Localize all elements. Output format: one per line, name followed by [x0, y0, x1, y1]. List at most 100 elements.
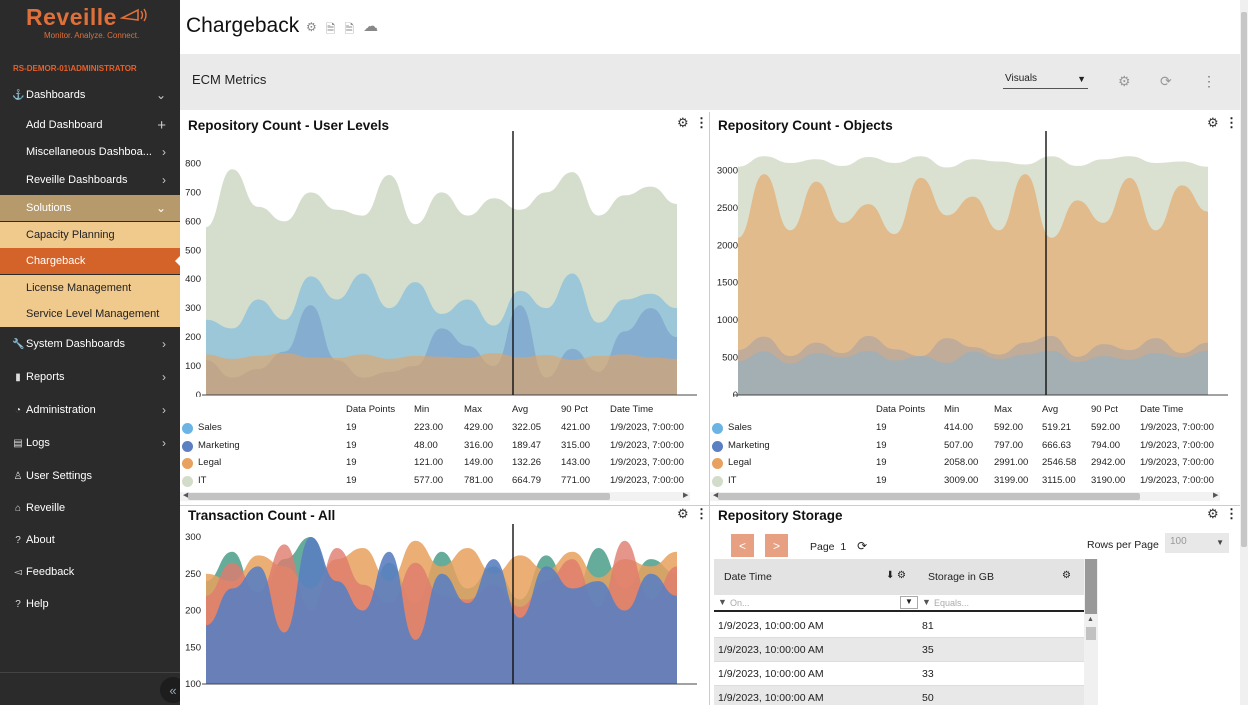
sidebar-item-label: Service Level Management	[26, 308, 160, 320]
gear-icon[interactable]: ⚙	[1207, 506, 1219, 521]
cell-storage: 50	[922, 692, 934, 704]
legend-value: 2546.58	[1042, 457, 1077, 469]
sidebar-item-dashboards[interactable]: ⚓ Dashboards ⌄	[0, 82, 180, 108]
legend-row[interactable]: Sales 19 414.00 592.00 519.21 592.00 1/9/2023,…	[710, 422, 1238, 438]
y-tick-label: 700	[185, 187, 201, 198]
visuals-dropdown[interactable]: Visuals ▼	[1003, 73, 1088, 89]
more-vertical-icon[interactable]: ⋮	[1202, 73, 1216, 89]
horizontal-scrollbar[interactable]: ◀ ▶	[710, 492, 1220, 501]
sidebar-item-system-dashboards[interactable]: 🔧 System Dashboards ›	[0, 331, 180, 357]
legend-table: Data Points Min Max Avg 90 Pct Date Time Sales…	[710, 404, 1238, 494]
rows-per-page-label: Rows per Page	[1087, 539, 1159, 551]
legend-value: 429.00	[464, 422, 494, 433]
gear-icon[interactable]: ⚙	[677, 115, 689, 130]
column-date-time[interactable]: Date Time	[724, 571, 772, 583]
gear-icon[interactable]: ⚙	[897, 570, 906, 581]
sidebar-item-reports[interactable]: ▮ Reports ›	[0, 364, 180, 390]
more-vertical-icon[interactable]: ⋮	[1225, 115, 1238, 130]
excel-export-icon[interactable]: 🗎	[344, 22, 355, 36]
log-file-icon: ▤	[13, 437, 23, 449]
y-tick-label: 800	[185, 158, 201, 169]
sidebar-item-reveille-dashboards[interactable]: Reveille Dashboards ›	[0, 167, 180, 193]
refresh-icon[interactable]: ⟳	[1160, 73, 1172, 89]
panel-title: Repository Storage	[718, 508, 843, 523]
horizontal-scrollbar[interactable]: ◀ ▶	[180, 492, 690, 501]
sort-desc-icon[interactable]: ⬇	[886, 570, 895, 581]
megaphone-icon: ◅	[14, 566, 22, 578]
legend-header: Min	[944, 404, 960, 415]
gear-icon[interactable]: ⚙	[1062, 570, 1071, 581]
legend-row[interactable]: Marketing 19 507.00 797.00 666.63 794.00 1/9/2…	[710, 440, 1238, 456]
sidebar-item-administration[interactable]: ◔ Administration ›	[0, 397, 180, 423]
sidebar-item-feedback[interactable]: ◅ Feedback	[0, 559, 180, 585]
sidebar-item-user-settings[interactable]: ♙ User Settings	[0, 463, 180, 489]
legend-series-name: Sales	[198, 422, 222, 433]
rows-per-page-select[interactable]: 100 ▼	[1165, 533, 1229, 553]
sidebar-item-capacity-planning[interactable]: Capacity Planning	[0, 222, 180, 248]
y-tick-label: 0	[733, 390, 738, 397]
legend-header: Avg	[512, 404, 529, 415]
legend-value: 223.00	[414, 422, 444, 433]
sidebar-item-label: Solutions	[26, 202, 72, 214]
sidebar-item-misc-dashboards[interactable]: Miscellaneous Dashboa... ›	[0, 139, 180, 165]
more-vertical-icon[interactable]: ⋮	[1225, 506, 1238, 521]
y-tick-label: 150	[185, 642, 201, 653]
table-row[interactable]: 1/9/2023, 10:00:00 AM 50	[714, 686, 1084, 705]
sidebar-item-reveille[interactable]: ⌂ Reveille	[0, 495, 180, 521]
page-label: Page	[810, 541, 835, 553]
page-scrollbar-thumb[interactable]	[1241, 12, 1247, 547]
date-filter-dropdown[interactable]: ▼	[900, 596, 918, 609]
sidebar-item-label: Dashboards	[26, 89, 86, 101]
table-row[interactable]: 1/9/2023, 10:00:00 AM 35	[714, 638, 1084, 662]
legend-row[interactable]: Legal 19 121.00 149.00 132.26 143.00 1/9/2023,…	[180, 457, 708, 473]
legend-row[interactable]: Legal 19 2058.00 2991.00 2546.58 2942.00 1/9/2…	[710, 457, 1238, 473]
date-filter-input[interactable]: On...	[730, 598, 750, 608]
legend-row[interactable]: IT 19 577.00 781.00 664.79 771.00 1/9/2023, 7:…	[180, 475, 708, 491]
sidebar-item-add-dashboard[interactable]: Add Dashboard +	[0, 112, 180, 138]
sidebar-item-logs[interactable]: ▤ Logs ›	[0, 430, 180, 456]
sidebar-item-label: System Dashboards	[26, 338, 126, 350]
storage-filter-input[interactable]: Equals...	[934, 598, 970, 608]
panel-title: Transaction Count - All	[188, 508, 336, 523]
gear-icon[interactable]: ⚙	[1207, 115, 1219, 130]
legend-row[interactable]: IT 19 3009.00 3199.00 3115.00 3190.00 1/9/2023…	[710, 475, 1238, 491]
legend-value: 1/9/2023, 7:00:00	[1140, 457, 1214, 469]
legend-value: 1/9/2023, 7:00:00	[610, 439, 684, 451]
pdf-export-icon[interactable]: 🗎	[325, 22, 336, 36]
legend-row[interactable]: Marketing 19 48.00 316.00 189.47 315.00 1/9/20…	[180, 440, 708, 456]
storage-grid: Date Time ⬇ ⚙ Storage in GB ⚙ ▼ On... ▼ …	[714, 559, 1098, 705]
sidebar-item-label: Add Dashboard	[26, 119, 103, 131]
more-vertical-icon[interactable]: ⋮	[695, 115, 708, 130]
active-indicator	[175, 256, 180, 266]
legend-swatch	[182, 476, 193, 488]
sidebar-item-license-management[interactable]: License Management	[0, 275, 180, 301]
prev-page-button[interactable]: <	[731, 534, 754, 557]
gear-icon[interactable]: ⚙	[1118, 73, 1131, 89]
legend-value: 1/9/2023, 7:00:00	[1140, 422, 1214, 433]
cloud-upload-icon[interactable]: ☁	[363, 18, 379, 35]
gear-icon[interactable]: ⚙	[306, 20, 317, 34]
refresh-icon[interactable]: ⟳	[857, 539, 868, 553]
table-row[interactable]: 1/9/2023, 10:00:00 AM 33	[714, 662, 1084, 686]
sidebar-item-about[interactable]: ? About	[0, 527, 180, 553]
table-row[interactable]: 1/9/2023, 10:00:00 AM 81	[714, 614, 1084, 638]
sidebar-item-label: Help	[26, 598, 49, 610]
more-vertical-icon[interactable]: ⋮	[695, 506, 708, 521]
legend-value: 143.00	[561, 457, 591, 469]
gear-icon[interactable]: ⚙	[677, 506, 689, 521]
next-page-button[interactable]: >	[765, 534, 788, 557]
column-storage-gb[interactable]: Storage in GB	[928, 571, 994, 583]
legend-header: Data Points	[876, 404, 926, 415]
vertical-scrollbar[interactable]: ▲	[1084, 559, 1098, 705]
header-actions: ⚙ 🗎 🗎 ☁	[306, 18, 379, 41]
y-tick-label: 300	[185, 303, 201, 314]
chevron-right-icon: ›	[162, 403, 166, 417]
sidebar-item-label: Capacity Planning	[26, 229, 115, 241]
sidebar-item-help[interactable]: ? Help	[0, 591, 180, 617]
sidebar-item-solutions[interactable]: Solutions ⌄	[0, 195, 180, 221]
sidebar-item-service-level-management[interactable]: Service Level Management	[0, 301, 180, 327]
sidebar-item-chargeback[interactable]: Chargeback	[0, 248, 180, 274]
legend-value: 794.00	[1091, 439, 1121, 451]
reveille-logo[interactable]: Reveille Monitor. Analyze. Connect.	[26, 4, 156, 44]
legend-row[interactable]: Sales 19 223.00 429.00 322.05 421.00 1/9/2023,…	[180, 422, 708, 438]
